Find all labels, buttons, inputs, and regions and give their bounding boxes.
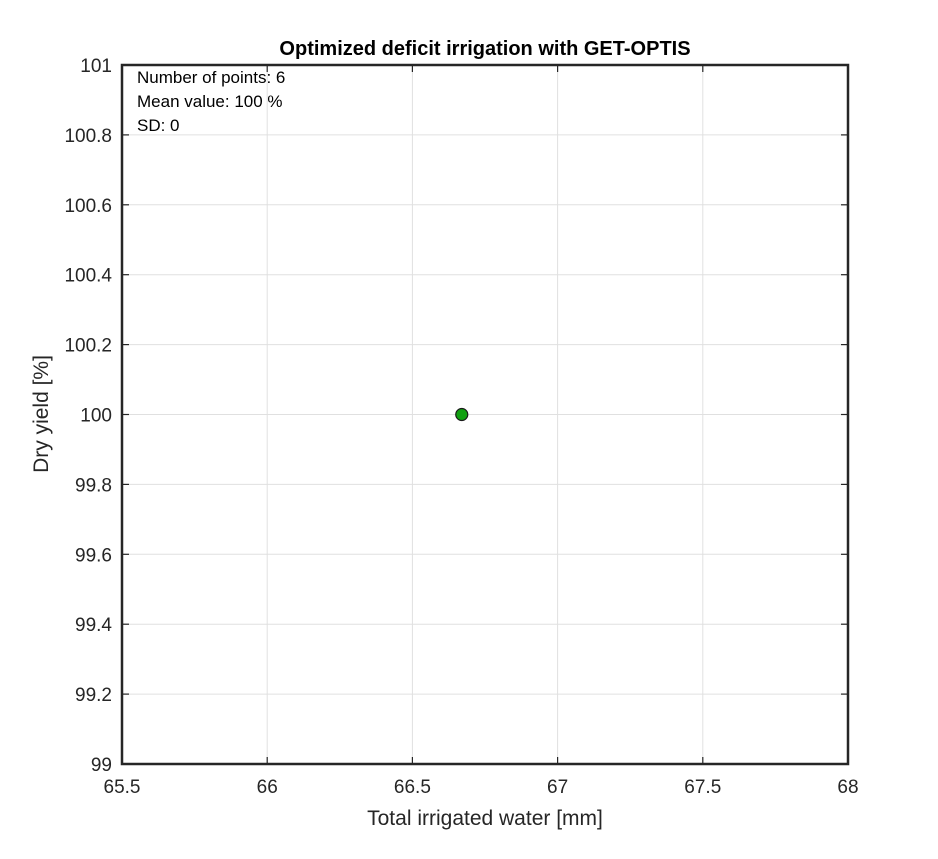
chart-title: Optimized deficit irrigation with GET-OP…	[279, 38, 690, 60]
y-tick-label: 99.4	[75, 615, 112, 636]
data-points	[455, 407, 469, 422]
x-tick-labels: 65.5 66 66.5 67 67.5 68	[104, 777, 859, 798]
y-tick-label: 100.2	[64, 336, 112, 357]
annotation-mean-value: Mean value: 100 %	[137, 92, 283, 111]
x-tick-label: 67.5	[684, 777, 721, 798]
y-tick-label: 101	[80, 56, 112, 77]
x-tick-label: 68	[837, 777, 858, 798]
data-point	[455, 407, 469, 422]
y-tick-label: 100	[80, 406, 112, 427]
y-axis-label: Dry yield [%]	[30, 355, 53, 473]
y-tick-label: 100.6	[64, 196, 112, 217]
annotation-number-of-points: Number of points: 6	[137, 68, 285, 87]
x-tick-label: 66	[257, 777, 278, 798]
x-tick-label: 67	[547, 777, 568, 798]
y-tick-labels: 99 99.2 99.4 99.6 99.8 100 100.2 100.4 100.6 100.…	[64, 56, 112, 776]
annotation-sd: SD: 0	[137, 116, 180, 135]
x-axis-label: Total irrigated water [mm]	[367, 807, 603, 830]
y-tick-label: 100.8	[64, 126, 112, 147]
y-tick-label: 99.6	[75, 545, 112, 566]
y-tick-label: 99.2	[75, 685, 112, 706]
y-tick-label: 99.8	[75, 475, 112, 496]
x-tick-label: 66.5	[394, 777, 431, 798]
y-tick-label: 99	[91, 755, 112, 776]
plot-frame	[120, 63, 850, 766]
x-tick-label: 65.5	[104, 777, 141, 798]
y-tick-label: 100.4	[64, 266, 112, 287]
